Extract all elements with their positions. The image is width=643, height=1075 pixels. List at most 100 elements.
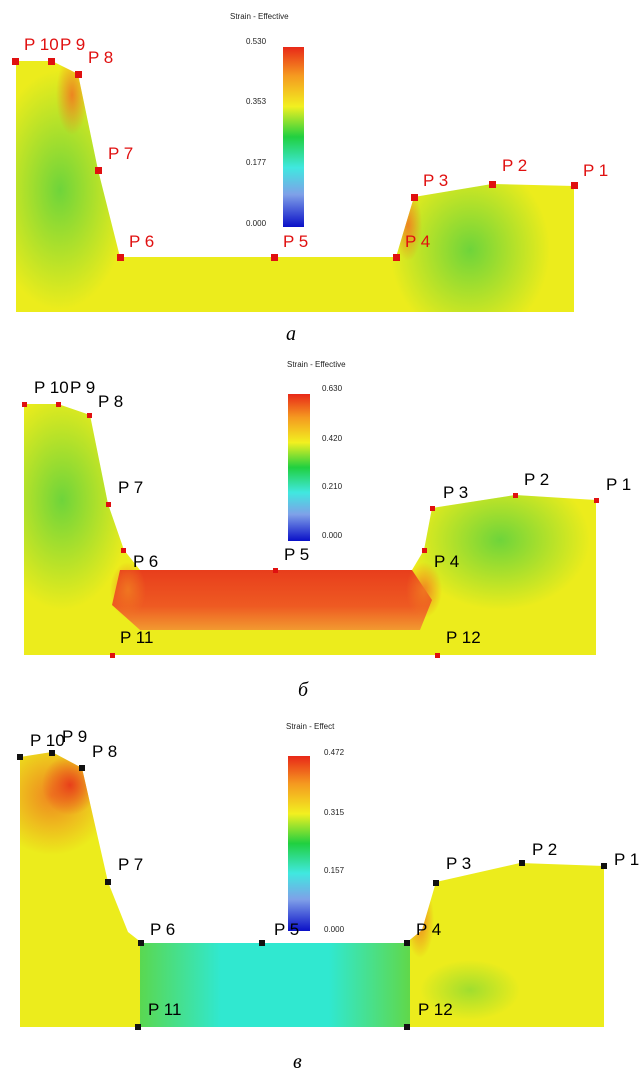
panel-a: Strain - Effective 0.530 0.353 0.177 0.0…	[12, 12, 608, 345]
point-label-p5: P 5	[274, 920, 299, 939]
panel-b: Strain - Effective 0.630 0.420 0.210 0.0…	[22, 360, 631, 701]
point-label-p3: P 3	[443, 483, 468, 502]
point-label-p1: P 1	[614, 850, 639, 869]
labels-c: P 1 P 2 P 3 P 4 P 5 P 6 P 7 P 8 P 9 P 10…	[30, 727, 639, 1019]
point-marker-p5	[271, 254, 278, 261]
point-label-p4: P 4	[434, 552, 459, 571]
colorbar-tick-b-3: 0.000	[322, 531, 343, 540]
colorbar-tick-c-0: 0.472	[324, 748, 345, 757]
point-marker-p12	[435, 653, 440, 658]
point-label-p2: P 2	[532, 840, 557, 859]
panel-caption-b: б	[298, 679, 309, 701]
point-marker-p4	[393, 254, 400, 261]
point-marker-p2	[489, 181, 496, 188]
point-marker-p6	[117, 254, 124, 261]
point-marker-p7	[105, 879, 111, 885]
point-label-p10: P 10	[34, 378, 69, 397]
point-marker-p10	[22, 402, 27, 407]
point-marker-p5	[273, 568, 278, 573]
point-marker-p10	[12, 58, 19, 65]
strain-colorbar-c	[288, 756, 310, 931]
point-label-p12: P 12	[418, 1000, 453, 1019]
colorbar-title-c: Strain - Effect	[286, 722, 335, 731]
labels-b: P 1 P 2 P 3 P 4 P 5 P 6 P 7 P 8 P 9 P 10…	[34, 378, 631, 647]
point-marker-p8	[79, 765, 85, 771]
colorbar-tick-b-2: 0.210	[322, 482, 343, 491]
colorbar-tick-a-1: 0.353	[246, 97, 267, 106]
point-label-p11: P 11	[148, 1000, 181, 1019]
point-label-p9: P 9	[70, 378, 95, 397]
point-label-p9: P 9	[62, 727, 87, 746]
point-label-p12: P 12	[446, 628, 481, 647]
point-marker-p9	[49, 750, 55, 756]
point-marker-p5	[259, 940, 265, 946]
point-label-p8: P 8	[98, 392, 123, 411]
point-marker-p3	[433, 880, 439, 886]
point-marker-p12	[404, 1024, 410, 1030]
point-marker-p9	[48, 58, 55, 65]
colorbar-title-a: Strain - Effective	[230, 12, 289, 21]
point-marker-p11	[110, 653, 115, 658]
point-marker-p6	[121, 548, 126, 553]
point-label-p3: P 3	[446, 854, 471, 873]
point-label-p1: P 1	[583, 161, 608, 180]
points-b	[22, 402, 599, 658]
point-marker-p7	[95, 167, 102, 174]
point-marker-p10	[17, 754, 23, 760]
point-label-p9: P 9	[60, 35, 85, 54]
point-label-p2: P 2	[524, 470, 549, 489]
point-marker-p8	[75, 71, 82, 78]
point-marker-p1	[594, 498, 599, 503]
point-marker-p11	[135, 1024, 141, 1030]
point-marker-p6	[138, 940, 144, 946]
point-marker-p2	[519, 860, 525, 866]
point-marker-p3	[430, 506, 435, 511]
point-marker-p4	[422, 548, 427, 553]
point-marker-p8	[87, 413, 92, 418]
strain-field-c	[20, 752, 520, 1027]
point-marker-p1	[601, 863, 607, 869]
labels-a: P 1 P 2 P 3 P 4 P 5 P 6 P 7 P 8 P 9 P 10	[24, 35, 608, 251]
strain-colorbar-a	[283, 47, 304, 227]
point-marker-p4	[404, 940, 410, 946]
point-label-p7: P 7	[118, 478, 143, 497]
colorbar-tick-b-0: 0.630	[322, 384, 343, 393]
colorbar-tick-a-2: 0.177	[246, 158, 267, 167]
point-label-p6: P 6	[129, 232, 154, 251]
point-label-p6: P 6	[150, 920, 175, 939]
point-label-p5: P 5	[284, 545, 309, 564]
point-marker-p3	[411, 194, 418, 201]
point-label-p10: P 10	[30, 731, 65, 750]
points-a	[12, 58, 578, 261]
colorbar-tick-c-1: 0.315	[324, 808, 345, 817]
point-label-p2: P 2	[502, 156, 527, 175]
point-label-p10: P 10	[24, 35, 59, 54]
points-c	[17, 750, 607, 1030]
colorbar-tick-c-2: 0.157	[324, 866, 345, 875]
colorbar-tick-c-3: 0.000	[324, 925, 345, 934]
panel-c: Strain - Effect 0.472 0.315 0.157 0.000 …	[17, 722, 639, 1073]
point-marker-p1	[571, 182, 578, 189]
point-marker-p2	[513, 493, 518, 498]
point-label-p8: P 8	[92, 742, 117, 761]
panel-caption-c: в	[293, 1051, 302, 1073]
point-label-p7: P 7	[118, 855, 143, 874]
panel-caption-a: а	[286, 323, 296, 345]
point-label-p3: P 3	[423, 171, 448, 190]
point-label-p11: P 11	[120, 628, 153, 647]
point-label-p1: P 1	[606, 475, 631, 494]
point-marker-p7	[106, 502, 111, 507]
colorbar-title-b: Strain - Effective	[287, 360, 346, 369]
colorbar-tick-b-1: 0.420	[322, 434, 343, 443]
colorbar-tick-a-0: 0.530	[246, 37, 267, 46]
point-label-p8: P 8	[88, 48, 113, 67]
colorbar-tick-a-3: 0.000	[246, 219, 267, 228]
point-label-p4: P 4	[416, 920, 441, 939]
point-label-p4: P 4	[405, 232, 430, 251]
point-marker-p9	[56, 402, 61, 407]
point-label-p6: P 6	[133, 552, 158, 571]
point-label-p5: P 5	[283, 232, 308, 251]
strain-colorbar-b	[288, 394, 310, 541]
point-label-p7: P 7	[108, 144, 133, 163]
